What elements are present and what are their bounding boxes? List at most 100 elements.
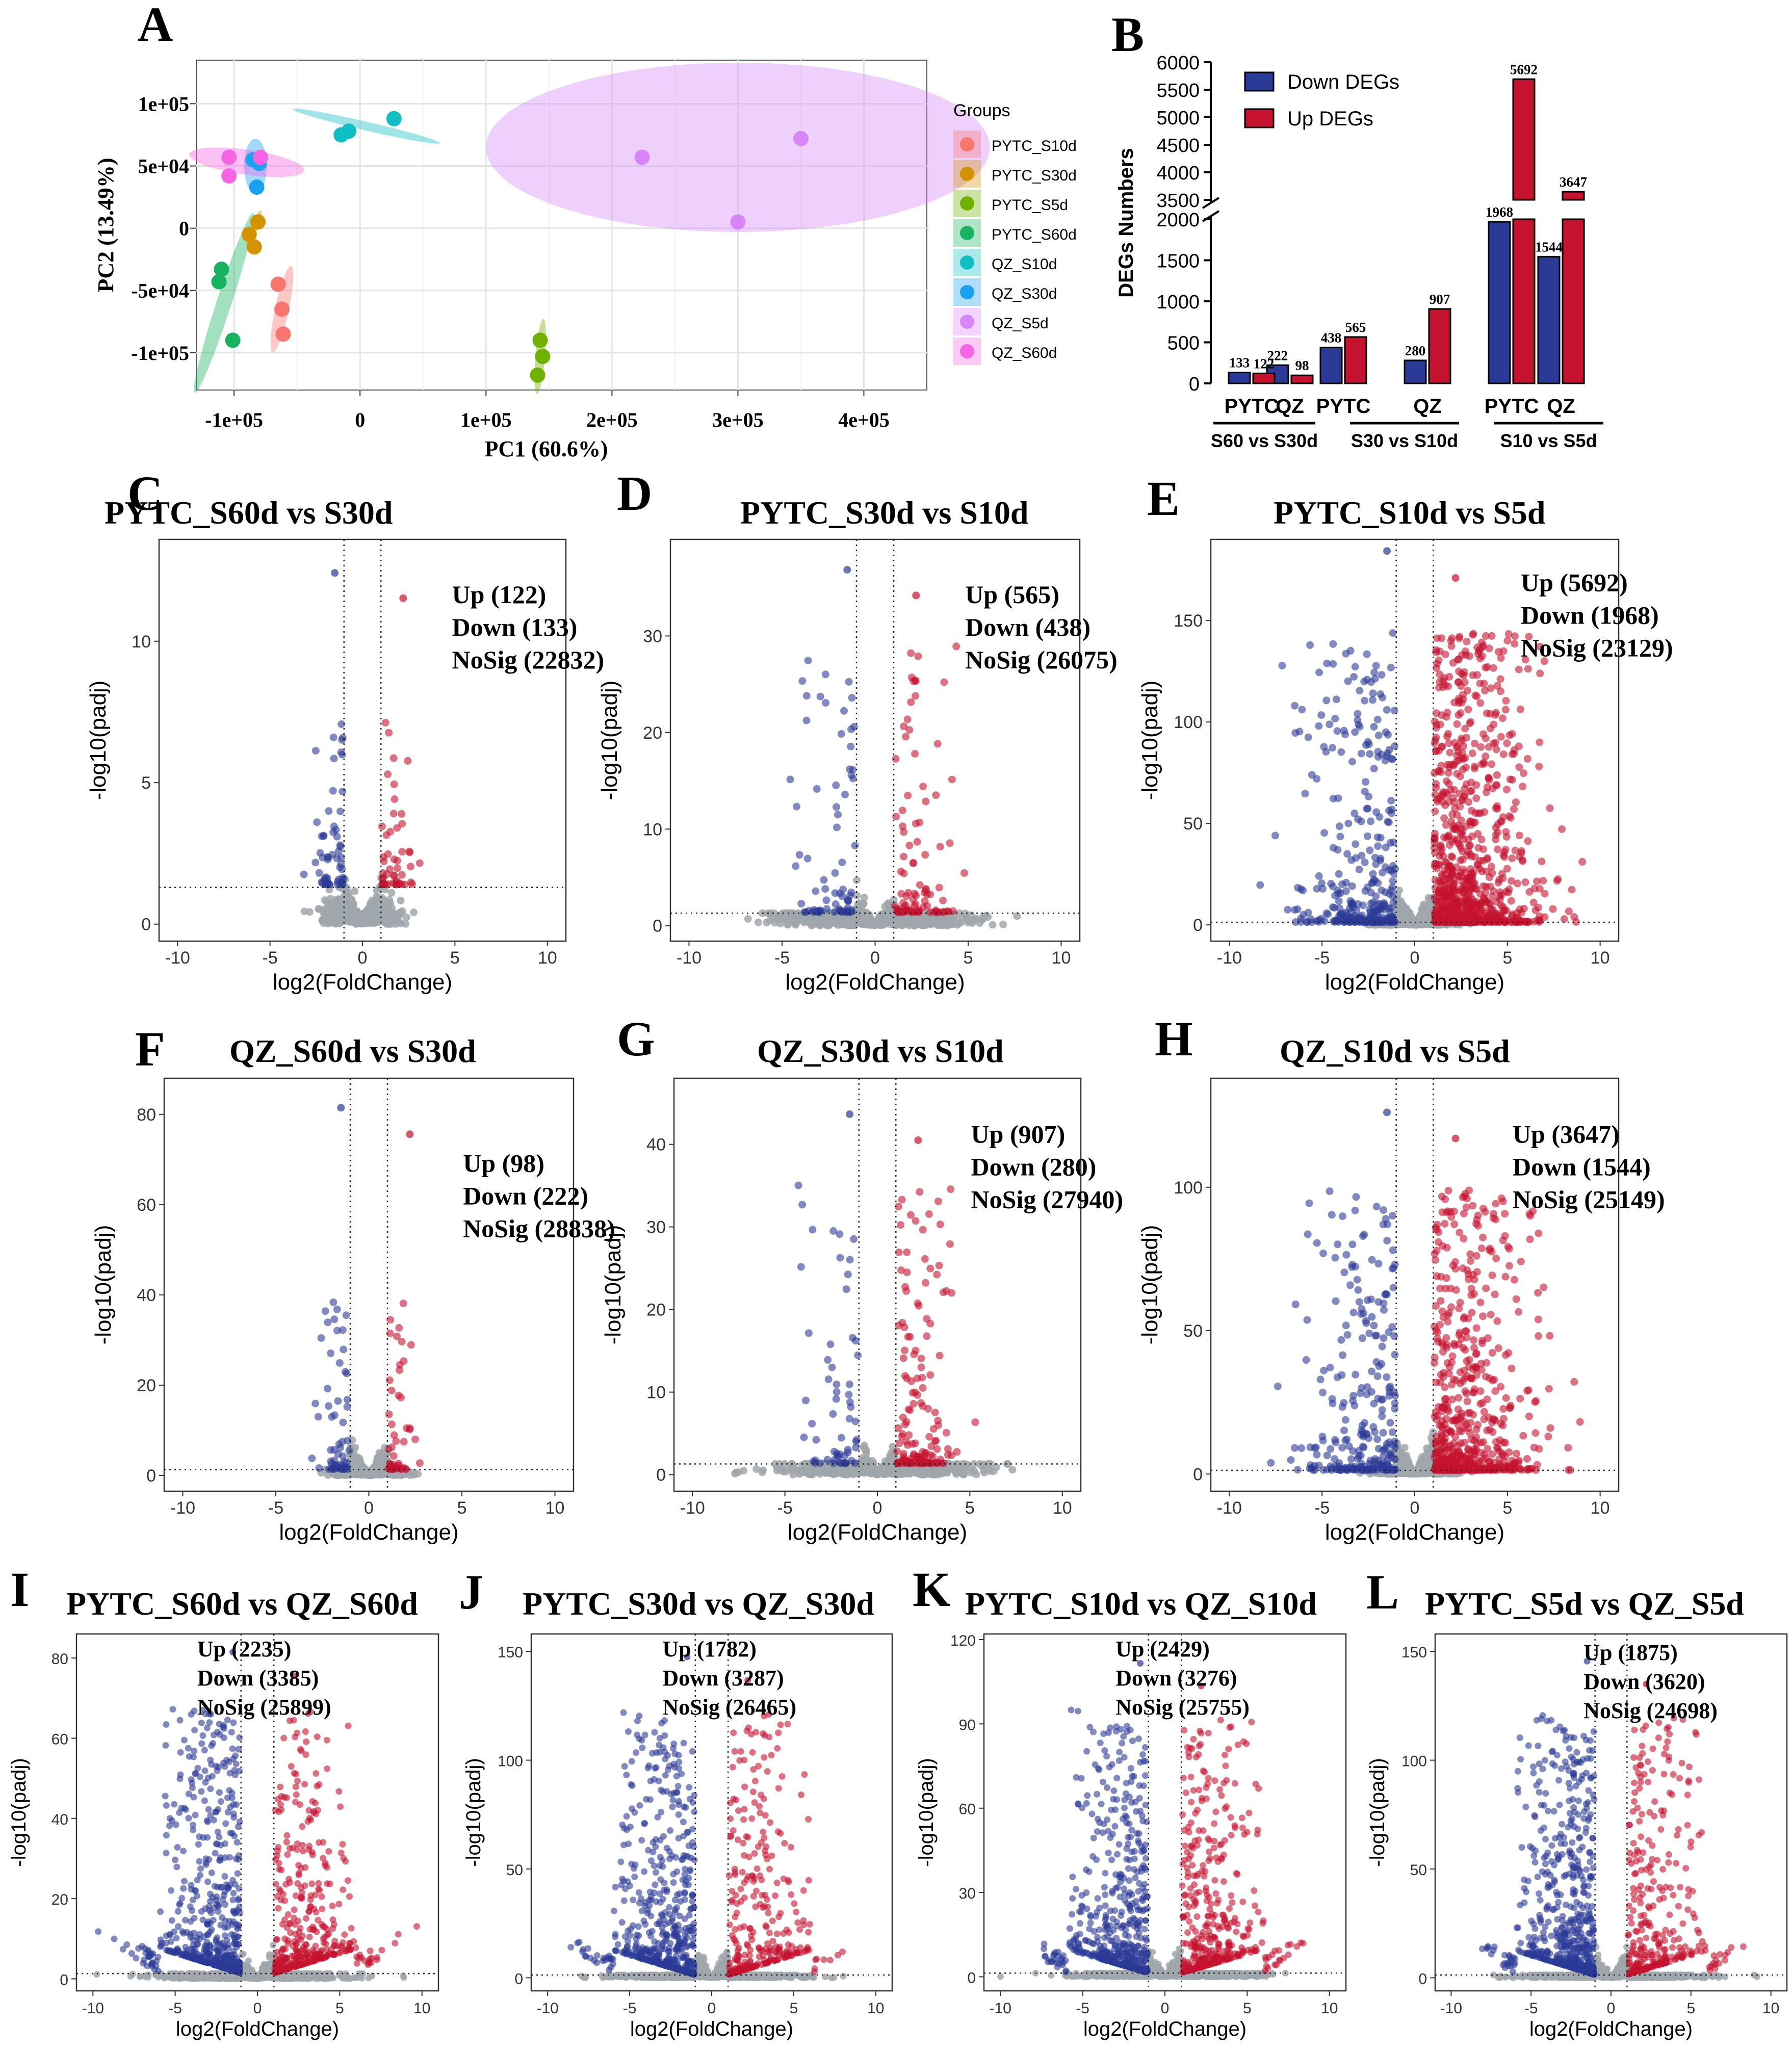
- down-point: [327, 1349, 334, 1357]
- pca-legend-title: Groups: [953, 101, 1010, 120]
- nosig-point: [327, 919, 335, 927]
- bar-y-tick-label: 4500: [1156, 135, 1200, 157]
- up-point: [897, 890, 905, 898]
- pca-legend-label: PYTC_S10d: [992, 138, 1077, 154]
- up-point: [1453, 752, 1461, 760]
- up-point: [1459, 691, 1467, 698]
- down-point: [1291, 729, 1299, 737]
- up-point: [934, 740, 942, 748]
- nosig-point: [1013, 912, 1021, 920]
- volcano-x-tick-label: 0: [358, 948, 368, 968]
- down-point: [1336, 833, 1344, 840]
- down-point: [1294, 905, 1302, 913]
- up-point: [1524, 665, 1532, 672]
- down-point: [325, 807, 332, 815]
- down-point: [1364, 738, 1372, 746]
- up-point: [1441, 896, 1449, 903]
- up-point: [905, 842, 913, 849]
- up-point: [1440, 852, 1447, 860]
- panel-label-l: L: [1366, 1565, 1399, 1619]
- up-point: [914, 653, 922, 660]
- volcano-x-tick-label: -10: [677, 948, 702, 968]
- down-point: [339, 1419, 347, 1426]
- down-point: [1363, 676, 1371, 684]
- pca-point-pytc_s10d: [274, 301, 290, 317]
- volcano-x-tick-label: 0: [364, 1498, 374, 1518]
- down-point: [1369, 696, 1377, 704]
- up-point: [1508, 854, 1516, 862]
- pca-legend-swatch: [960, 137, 974, 151]
- up-point: [919, 783, 927, 790]
- pca-point-pytc_s5d: [530, 368, 546, 383]
- down-point: [1313, 917, 1321, 925]
- down-point: [336, 1359, 344, 1367]
- volcano-title: QZ_S30d vs S10d: [757, 1033, 1004, 1069]
- up-point: [1467, 787, 1474, 795]
- up-point: [1530, 899, 1538, 906]
- down-point: [851, 842, 859, 849]
- up-point: [1476, 655, 1484, 662]
- volcano-stats-nosig: NoSig (22832): [452, 645, 605, 674]
- bar-data-label: 280: [1405, 343, 1426, 358]
- down-point: [1374, 910, 1382, 918]
- up-point: [396, 880, 404, 888]
- down-point: [1317, 711, 1325, 719]
- down-point: [330, 734, 337, 741]
- nosig-point: [374, 904, 381, 912]
- nosig-point: [859, 921, 866, 928]
- down-point: [797, 900, 805, 907]
- up-point: [1469, 631, 1476, 639]
- down-point: [325, 1402, 332, 1410]
- up-point: [1491, 910, 1498, 918]
- volcano-stats-down: Down (222): [463, 1181, 588, 1210]
- down-point: [1334, 728, 1341, 735]
- down-point: [1388, 867, 1395, 874]
- bar-category-label: QZ: [1547, 395, 1575, 418]
- volcano-x-tick-label: -5: [777, 1498, 793, 1518]
- nosig-point: [812, 918, 819, 925]
- down-point: [840, 707, 848, 715]
- down-point: [1271, 832, 1279, 839]
- pca-x-tick-label: 0: [355, 408, 365, 431]
- down-point: [345, 1447, 353, 1455]
- up-point: [904, 889, 912, 897]
- down-point: [1387, 797, 1395, 804]
- up-point: [900, 870, 907, 877]
- down-point: [1329, 640, 1337, 648]
- up-point: [1488, 760, 1495, 768]
- volcano-y-tick-label: 40: [646, 1135, 666, 1155]
- up-point: [899, 822, 906, 830]
- volcano-title: PYTC_S10d vs S5d: [1274, 495, 1546, 531]
- up-point: [398, 1338, 406, 1345]
- panel-label-g: G: [617, 1011, 655, 1066]
- pca-point-pytc_s60d: [225, 332, 241, 348]
- pca-x-axis-label: PC1 (60.6%): [485, 436, 608, 461]
- up-point: [904, 715, 912, 723]
- volcano-y-tick-label: 40: [137, 1286, 156, 1305]
- up-point: [1474, 844, 1482, 852]
- up-point: [1509, 730, 1516, 738]
- up-point: [939, 908, 946, 916]
- up-point: [1500, 906, 1508, 914]
- down-point: [822, 896, 830, 904]
- up-point: [1517, 706, 1524, 713]
- down-point: [1364, 833, 1371, 840]
- up-point: [946, 839, 954, 847]
- up-point: [392, 1437, 400, 1445]
- up-point: [1440, 814, 1448, 822]
- up-point: [1554, 875, 1562, 883]
- down-point: [1326, 720, 1333, 728]
- up-point: [1505, 917, 1513, 924]
- up-point: [1432, 736, 1439, 744]
- up-point: [912, 820, 920, 827]
- down-point: [1377, 855, 1384, 863]
- bar-up: [1429, 309, 1450, 383]
- down-point: [333, 1327, 341, 1334]
- down-point: [822, 699, 829, 707]
- volcano-stats-up: Up (98): [463, 1149, 544, 1177]
- volcano-x-tick-label: -5: [268, 1498, 283, 1518]
- down-point: [1298, 706, 1306, 713]
- up-point: [1510, 750, 1518, 758]
- up-point: [1508, 897, 1515, 905]
- panel-label-a: A: [138, 0, 173, 51]
